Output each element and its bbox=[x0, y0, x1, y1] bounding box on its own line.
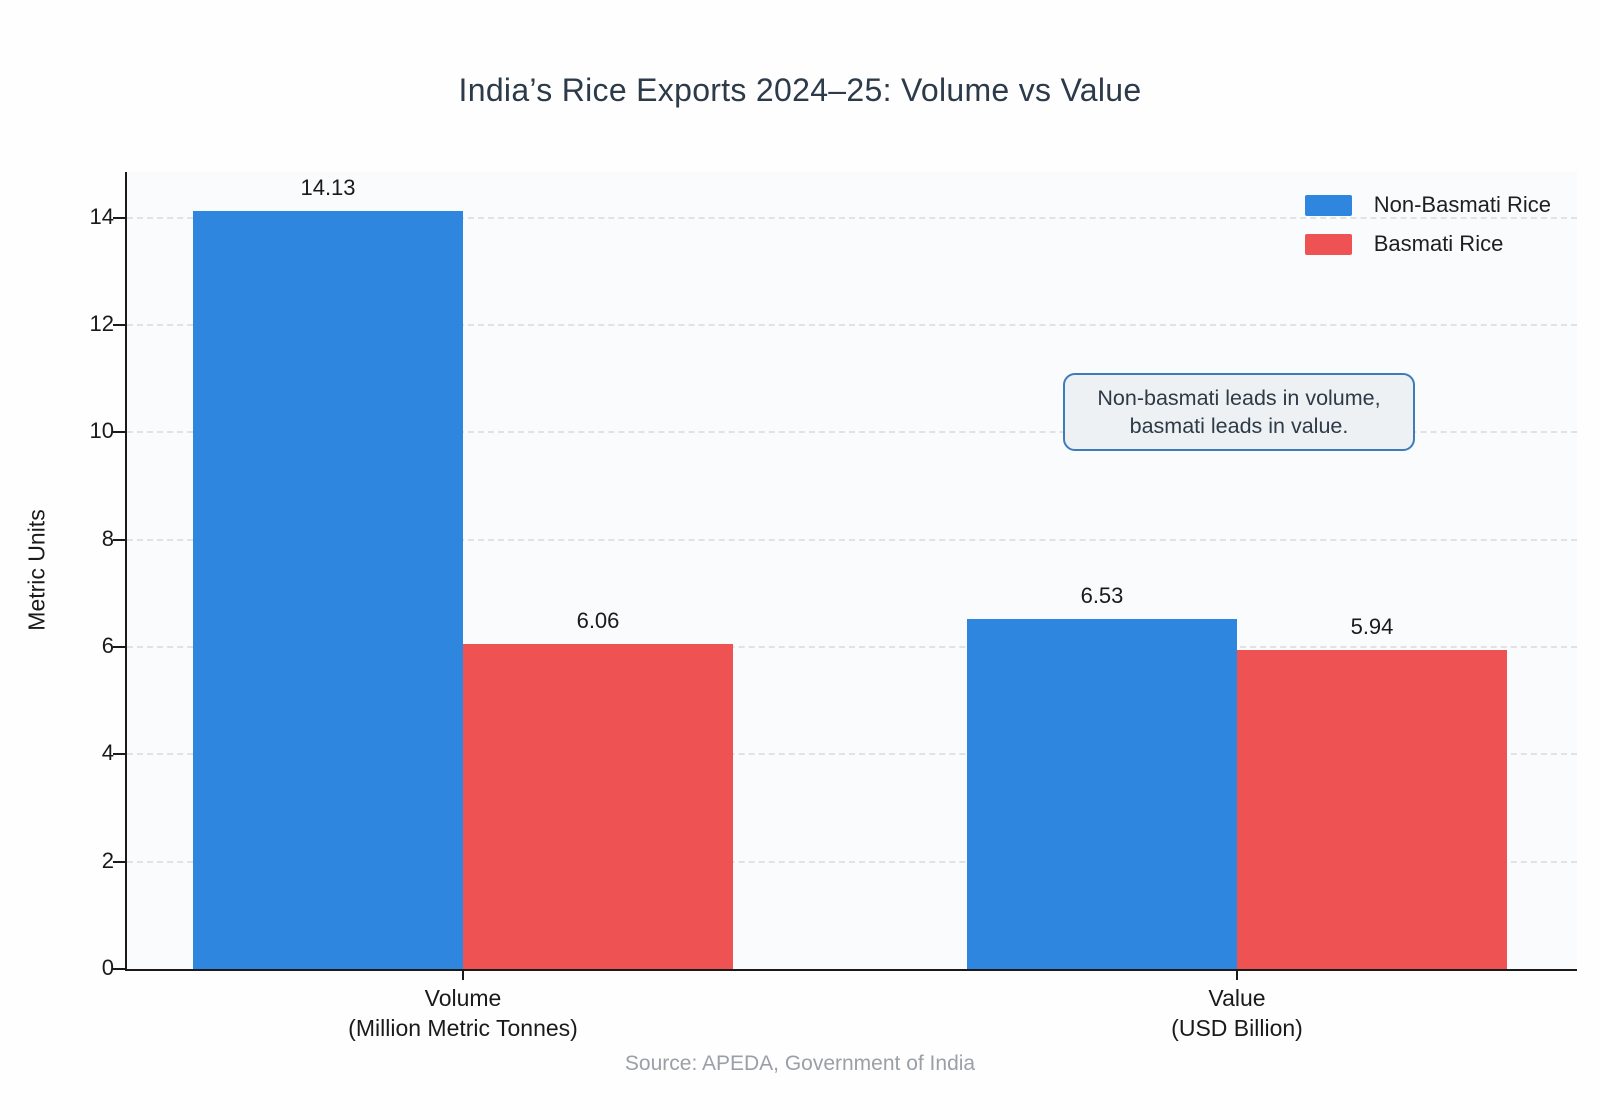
y-tick-label-4: 4 bbox=[101, 740, 114, 766]
x-tick-value bbox=[1236, 971, 1238, 980]
bar-value-label-basmati-rice-volume: 6.06 bbox=[576, 607, 620, 633]
y-gridline-10 bbox=[127, 431, 1577, 434]
y-tick-label-6: 6 bbox=[101, 632, 114, 658]
bar-non-basmati-rice-value bbox=[967, 618, 1237, 969]
y-tick-label-8: 8 bbox=[101, 525, 114, 551]
legend-item-basmati: Basmati Rice bbox=[1304, 231, 1551, 257]
y-gridline-4 bbox=[127, 753, 1577, 756]
bar-basmati-rice-value bbox=[1237, 650, 1507, 969]
y-tick-12 bbox=[113, 323, 125, 326]
y-gridline-12 bbox=[127, 323, 1577, 326]
bar-basmati-rice-volume bbox=[463, 643, 733, 969]
legend: Non-Basmati Rice Basmati Rice bbox=[1304, 192, 1551, 257]
bar-non-basmati-rice-volume bbox=[193, 210, 463, 969]
legend-item-non-basmati: Non-Basmati Rice bbox=[1304, 192, 1551, 218]
y-gridline-2 bbox=[127, 860, 1577, 863]
y-tick-label-10: 10 bbox=[89, 418, 114, 444]
annotation-line: basmati leads in value. bbox=[1129, 414, 1349, 438]
annotation-line: Non-basmati leads in volume, bbox=[1097, 385, 1381, 410]
y-tick-4 bbox=[113, 753, 125, 756]
annotation-box: Non-basmati leads in volume, basmati lea… bbox=[1063, 373, 1415, 451]
source-note: Source: APEDA, Government of India bbox=[624, 1052, 976, 1075]
y-tick-6 bbox=[113, 645, 125, 648]
x-category-label-volume: Volume (Million Metric Tonnes) bbox=[348, 983, 578, 1044]
y-gridline-6 bbox=[127, 645, 1577, 648]
y-tick-2 bbox=[113, 860, 125, 863]
y-tick-label-12: 12 bbox=[89, 310, 114, 336]
x-category-label-line: Value bbox=[1208, 985, 1266, 1011]
y-tick-14 bbox=[113, 216, 125, 219]
y-tick-10 bbox=[113, 431, 125, 434]
legend-label: Basmati Rice bbox=[1373, 231, 1504, 256]
y-tick-label-2: 2 bbox=[101, 847, 114, 873]
legend-label: Non-Basmati Rice bbox=[1373, 192, 1551, 217]
x-category-label-line: Volume bbox=[424, 985, 502, 1011]
y-tick-label-14: 14 bbox=[89, 203, 114, 229]
y-tick-0 bbox=[113, 968, 125, 970]
legend-swatch-basmati bbox=[1304, 233, 1352, 255]
bar-value-label-basmati-rice-value: 5.94 bbox=[1350, 614, 1394, 640]
x-category-label-line: (Million Metric Tonnes) bbox=[348, 1015, 578, 1042]
x-category-label-value: Value (USD Billion) bbox=[1171, 983, 1303, 1044]
bar-value-label-non-basmati-rice-value: 6.53 bbox=[1080, 582, 1124, 608]
chart-title: India’s Rice Exports 2024–25: Volume vs … bbox=[458, 72, 1142, 108]
y-gridline-14 bbox=[127, 216, 1577, 219]
legend-swatch-non-basmati bbox=[1304, 194, 1352, 216]
bar-value-label-non-basmati-rice-volume: 14.13 bbox=[300, 174, 356, 200]
x-category-label-line: (USD Billion) bbox=[1171, 1015, 1303, 1042]
y-tick-8 bbox=[113, 538, 125, 541]
y-gridline-8 bbox=[127, 538, 1577, 541]
y-tick-label-0: 0 bbox=[101, 955, 114, 980]
plot-area: Non-Basmati Rice Basmati Rice Non-basmat… bbox=[90, 172, 1577, 1041]
x-tick-volume bbox=[462, 971, 464, 980]
